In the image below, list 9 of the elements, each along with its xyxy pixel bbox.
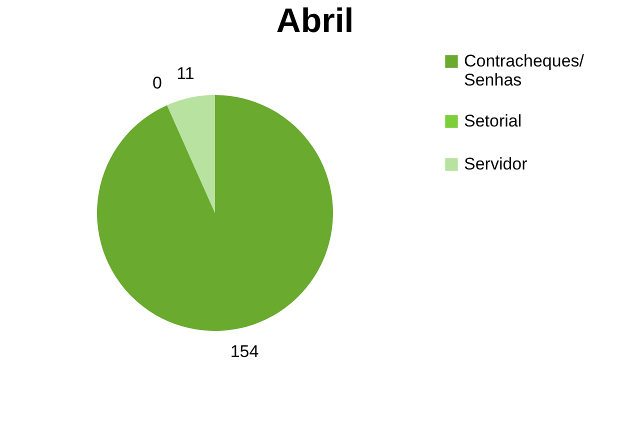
data-label: 11	[176, 64, 194, 84]
pie-slice	[97, 95, 333, 331]
chart-title: Abril	[276, 2, 354, 40]
legend-label: Servidor	[464, 154, 528, 174]
text: 0	[152, 73, 162, 92]
data-label: 154	[230, 342, 259, 361]
legend-label: Contracheques/ Senhas	[464, 52, 584, 90]
legend-label: Setorial	[464, 112, 522, 130]
pie-slice	[167, 95, 215, 213]
